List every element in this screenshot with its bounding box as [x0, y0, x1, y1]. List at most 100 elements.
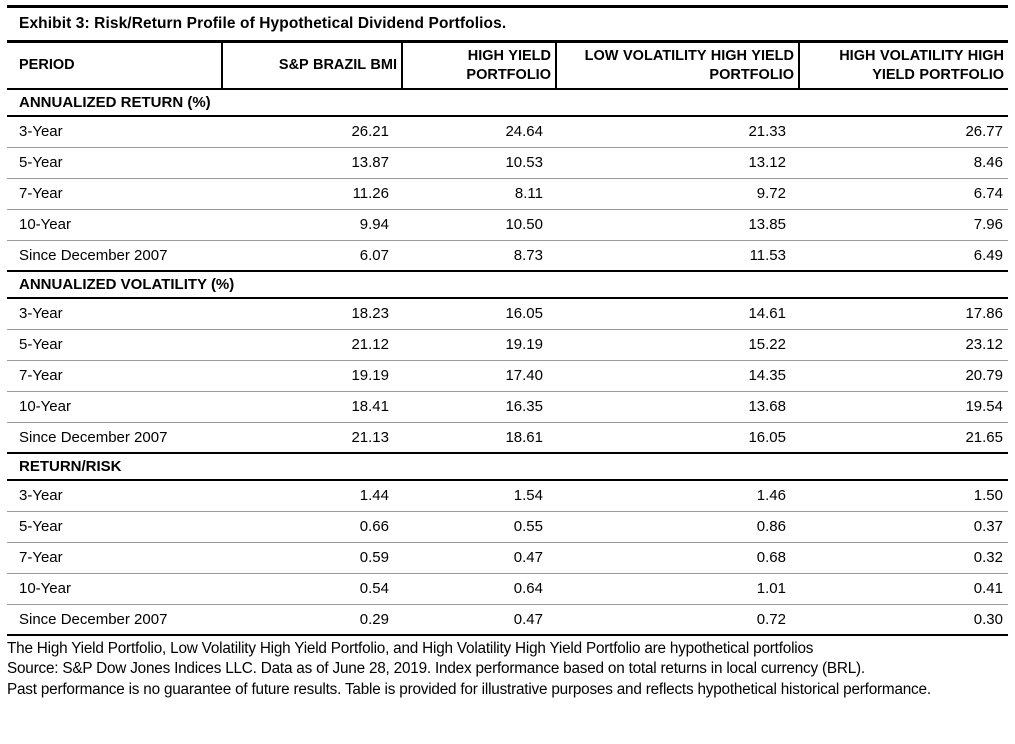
column-header-1: S&P BRAZIL BMI: [221, 43, 402, 90]
table-row: 10-Year 9.94 10.50 13.85 7.96: [7, 209, 1008, 241]
period-cell: 10-Year: [7, 209, 222, 241]
period-cell: Since December 2007: [7, 240, 222, 272]
value-cell: 1.46: [556, 480, 799, 512]
column-header-period: PERIOD: [7, 43, 222, 90]
table-row: 3-Year 18.23 16.05 14.61 17.86: [7, 298, 1008, 330]
value-cell: 20.79: [799, 360, 1008, 392]
column-header-4: HIGH VOLATILITY HIGH YIELD PORTFOLIO: [798, 43, 1008, 90]
value-cell: 13.12: [556, 147, 799, 179]
value-cell: 18.23: [222, 298, 402, 330]
value-cell: 1.54: [402, 480, 556, 512]
footnotes: The High Yield Portfolio, Low Volatility…: [7, 636, 999, 700]
value-cell: 0.37: [799, 511, 1008, 543]
section-header: ANNUALIZED RETURN (%): [7, 88, 1008, 117]
value-cell: 11.53: [556, 240, 799, 272]
value-cell: 7.96: [799, 209, 1008, 241]
value-cell: 16.35: [402, 391, 556, 423]
period-cell: 10-Year: [7, 573, 222, 605]
value-cell: 0.66: [222, 511, 402, 543]
value-cell: 6.07: [222, 240, 402, 272]
section-row: ANNUALIZED VOLATILITY (%): [7, 270, 1008, 299]
value-cell: 23.12: [799, 329, 1008, 361]
value-cell: 18.41: [222, 391, 402, 423]
value-cell: 0.30: [799, 604, 1008, 636]
footnote-line: The High Yield Portfolio, Low Volatility…: [7, 640, 814, 657]
value-cell: 18.61: [402, 422, 556, 454]
section-header: ANNUALIZED VOLATILITY (%): [7, 270, 1008, 299]
table-row: 5-Year 0.66 0.55 0.86 0.37: [7, 511, 1008, 543]
footnote-line: Past performance is no guarantee of futu…: [7, 680, 931, 698]
value-cell: 21.65: [799, 422, 1008, 454]
value-cell: 19.54: [799, 391, 1008, 423]
value-cell: 0.55: [402, 511, 556, 543]
period-cell: Since December 2007: [7, 422, 222, 454]
value-cell: 14.61: [556, 298, 799, 330]
value-cell: 11.26: [222, 178, 402, 210]
value-cell: 26.21: [222, 116, 402, 148]
risk-return-table: PERIOD S&P BRAZIL BMI HIGH YIELD PORTFOLIO…: [7, 43, 1008, 636]
period-cell: Since December 2007: [7, 604, 222, 636]
value-cell: 9.72: [556, 178, 799, 210]
table-row: Since December 2007 0.29 0.47 0.72 0.30: [7, 604, 1008, 636]
period-cell: 7-Year: [7, 542, 222, 574]
period-cell: 7-Year: [7, 360, 222, 392]
value-cell: 0.68: [556, 542, 799, 574]
value-cell: 21.33: [556, 116, 799, 148]
column-header-2: HIGH YIELD PORTFOLIO: [401, 43, 556, 90]
value-cell: 0.29: [222, 604, 402, 636]
footnote-line: Source: S&P Dow Jones Indices LLC. Data …: [7, 660, 865, 678]
period-cell: 3-Year: [7, 298, 222, 330]
exhibit-title: Exhibit 3: Risk/Return Profile of Hypoth…: [7, 5, 1008, 43]
value-cell: 10.50: [402, 209, 556, 241]
value-cell: 19.19: [222, 360, 402, 392]
period-cell: 3-Year: [7, 480, 222, 512]
table-row: 3-Year 1.44 1.54 1.46 1.50: [7, 480, 1008, 512]
table-row: Since December 2007 21.13 18.61 16.05 21.65: [7, 422, 1008, 454]
value-cell: 1.01: [556, 573, 799, 605]
value-cell: 6.74: [799, 178, 1008, 210]
column-header-3: LOW VOLATILITY HIGH YIELD PORTFOLIO: [555, 43, 799, 90]
table-row: 7-Year 19.19 17.40 14.35 20.79: [7, 360, 1008, 392]
value-cell: 16.05: [402, 298, 556, 330]
value-cell: 14.35: [556, 360, 799, 392]
value-cell: 21.13: [222, 422, 402, 454]
value-cell: 0.41: [799, 573, 1008, 605]
period-cell: 5-Year: [7, 147, 222, 179]
value-cell: 0.86: [556, 511, 799, 543]
value-cell: 13.68: [556, 391, 799, 423]
value-cell: 15.22: [556, 329, 799, 361]
value-cell: 9.94: [222, 209, 402, 241]
value-cell: 0.32: [799, 542, 1008, 574]
table-row: 5-Year 21.12 19.19 15.22 23.12: [7, 329, 1008, 361]
value-cell: 0.59: [222, 542, 402, 574]
table-row: 10-Year 18.41 16.35 13.68 19.54: [7, 391, 1008, 423]
value-cell: 8.11: [402, 178, 556, 210]
table-row: 10-Year 0.54 0.64 1.01 0.41: [7, 573, 1008, 605]
value-cell: 10.53: [402, 147, 556, 179]
section-header: RETURN/RISK: [7, 452, 1008, 481]
value-cell: 1.44: [222, 480, 402, 512]
value-cell: 13.85: [556, 209, 799, 241]
period-cell: 5-Year: [7, 511, 222, 543]
value-cell: 0.47: [402, 542, 556, 574]
value-cell: 13.87: [222, 147, 402, 179]
value-cell: 21.12: [222, 329, 402, 361]
value-cell: 0.72: [556, 604, 799, 636]
value-cell: 0.64: [402, 573, 556, 605]
value-cell: 1.50: [799, 480, 1008, 512]
section-row: RETURN/RISK: [7, 452, 1008, 481]
value-cell: 0.47: [402, 604, 556, 636]
table-row: 7-Year 0.59 0.47 0.68 0.32: [7, 542, 1008, 574]
exhibit-page: Exhibit 3: Risk/Return Profile of Hypoth…: [7, 5, 1008, 700]
value-cell: 0.54: [222, 573, 402, 605]
value-cell: 6.49: [799, 240, 1008, 272]
period-cell: 10-Year: [7, 391, 222, 423]
value-cell: 8.46: [799, 147, 1008, 179]
period-cell: 5-Year: [7, 329, 222, 361]
value-cell: 24.64: [402, 116, 556, 148]
value-cell: 8.73: [402, 240, 556, 272]
value-cell: 19.19: [402, 329, 556, 361]
value-cell: 16.05: [556, 422, 799, 454]
period-cell: 3-Year: [7, 116, 222, 148]
table-row: Since December 2007 6.07 8.73 11.53 6.49: [7, 240, 1008, 272]
